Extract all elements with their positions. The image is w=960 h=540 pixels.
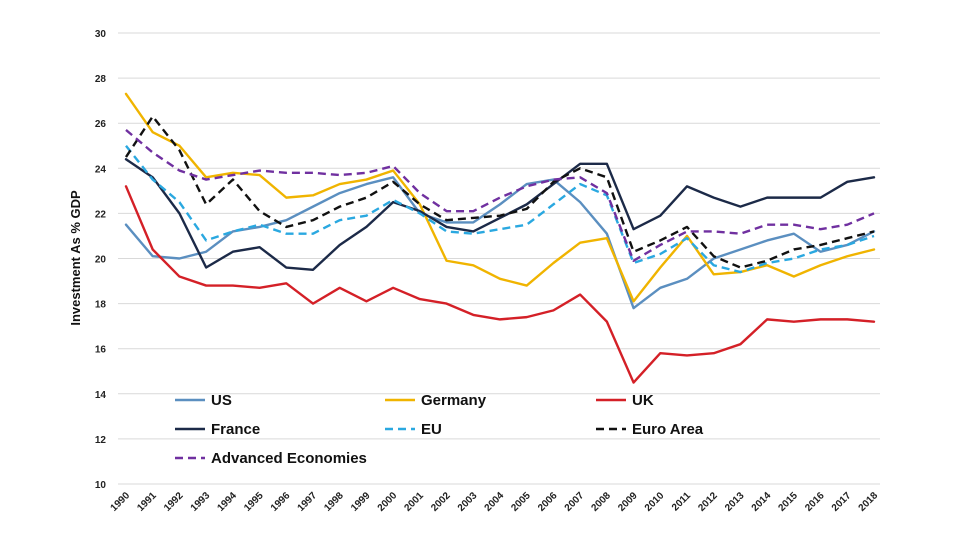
series-line-france <box>124 158 876 271</box>
legend-label-us: US <box>211 392 232 409</box>
x-tick-label: 2011 <box>670 490 693 513</box>
y-tick-label: 20 <box>95 255 107 266</box>
x-tick-label: 2006 <box>536 490 560 514</box>
x-tick-label: 2012 <box>696 490 720 514</box>
x-tick-label: 2008 <box>589 490 613 514</box>
x-tick-label: 2014 <box>750 490 774 514</box>
series-line-uk <box>124 185 876 384</box>
x-tick-label: 2007 <box>563 490 587 514</box>
x-tick-label: 1999 <box>349 490 373 514</box>
x-tick-label: 1998 <box>322 490 346 514</box>
x-tick-label: 2005 <box>509 490 533 514</box>
y-tick-label: 18 <box>95 300 107 311</box>
x-tick-label: 1996 <box>269 490 293 514</box>
x-tick-label: 2004 <box>483 490 507 514</box>
y-tick-label: 14 <box>95 390 107 401</box>
legend-label-advanced-economies: Advanced Economies <box>211 450 367 467</box>
series-line-us <box>124 176 876 310</box>
x-tick-label: 2003 <box>456 490 480 514</box>
y-axis-label: Investment As % GDP <box>68 190 83 326</box>
y-tick-label: 22 <box>95 209 107 220</box>
x-tick-label: 2013 <box>723 490 747 514</box>
x-tick-label: 2017 <box>830 490 854 514</box>
x-tick-label: 2002 <box>429 490 453 514</box>
x-tick-label: 1994 <box>215 490 239 514</box>
legend-label-france: France <box>211 421 260 438</box>
x-tick-label: 1995 <box>242 490 266 514</box>
x-tick-label: 2000 <box>376 490 400 514</box>
x-tick-label: 1991 <box>135 490 159 514</box>
x-tick-label: 2001 <box>402 490 426 514</box>
y-tick-label: 30 <box>95 29 107 40</box>
y-tick-label: 12 <box>95 435 107 446</box>
x-axis-ticks: 1990 1991 1992 1993 1994 1995 1996 1997 1998 1999… <box>109 490 881 514</box>
x-tick-label: 2016 <box>803 490 827 514</box>
x-tick-label: 1990 <box>109 490 133 514</box>
series-line-euro-area <box>124 115 875 269</box>
x-tick-label: 1993 <box>189 490 213 514</box>
x-tick-label: 1992 <box>162 490 186 514</box>
legend-label-euro-area: Euro Area <box>632 421 704 438</box>
legend-label-eu: EU <box>421 421 442 438</box>
y-tick-label: 26 <box>95 119 107 130</box>
y-tick-label: 24 <box>95 164 107 175</box>
series-line-eu <box>125 145 875 274</box>
legend-label-uk: UK <box>632 392 654 409</box>
x-tick-label: 2009 <box>616 490 640 514</box>
legend: US Germany UK France EU Euro Area Advanced Eco… <box>175 392 704 467</box>
x-tick-label: 2010 <box>643 490 667 514</box>
legend-label-germany: Germany <box>421 392 487 409</box>
series-lines <box>124 92 876 384</box>
x-tick-label: 1997 <box>296 490 320 514</box>
y-tick-label: 28 <box>95 74 107 85</box>
x-tick-label: 2018 <box>857 490 881 514</box>
y-tick-label: 10 <box>95 480 107 491</box>
y-tick-label: 16 <box>95 345 107 356</box>
series-line-advanced-economies <box>125 129 875 262</box>
x-tick-label: 2015 <box>776 490 800 514</box>
gridlines <box>118 32 880 485</box>
y-axis-ticks: 10 12 14 16 18 20 22 24 26 28 30 <box>95 29 107 491</box>
series-line-germany <box>124 92 876 303</box>
